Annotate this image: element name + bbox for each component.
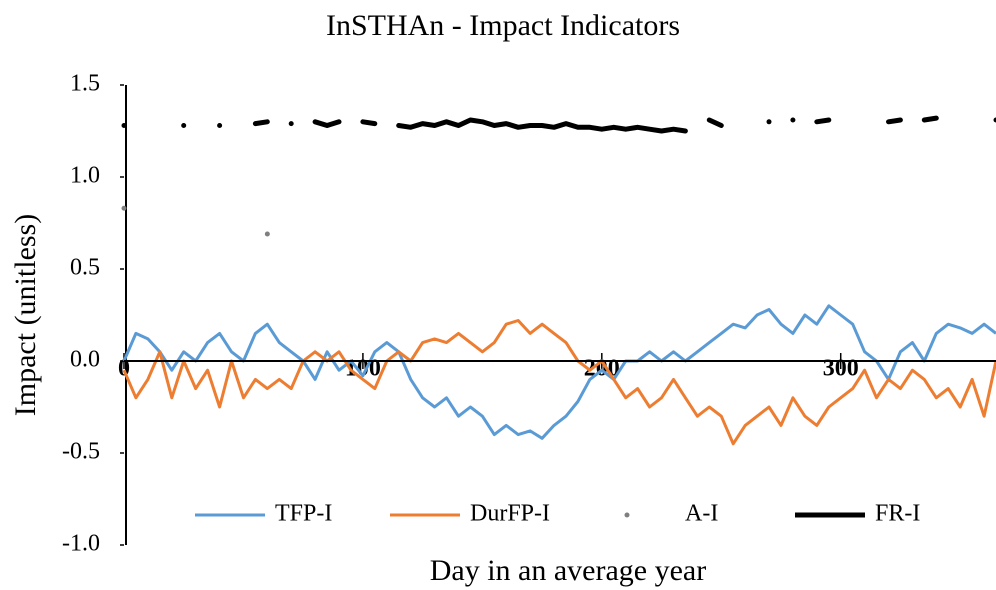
x-axis-label: Day in an average year [430,554,707,587]
y-axis-label: Impact (unitless) [9,214,42,416]
series-line [121,115,996,134]
data-point [121,205,127,211]
y-tick-label: 0.0 [70,347,100,373]
y-tick-label: -0.5 [62,439,100,465]
series-line [122,304,996,440]
legend-label: DurFP-I [470,501,550,527]
legend-symbol [624,512,630,518]
series-line [122,319,996,446]
data-point [264,231,270,237]
y-tick-label: 0.5 [70,255,100,281]
legend-label: A-I [685,501,718,527]
y-tick-label: -1.0 [62,531,100,557]
legend-label: FR-I [875,501,920,527]
y-tick-label: 1.0 [70,163,100,189]
y-tick-label: 1.5 [70,71,100,97]
legend-label: TFP-I [275,501,332,527]
chart-title: InSTHAn - Impact Indicators [326,9,680,42]
